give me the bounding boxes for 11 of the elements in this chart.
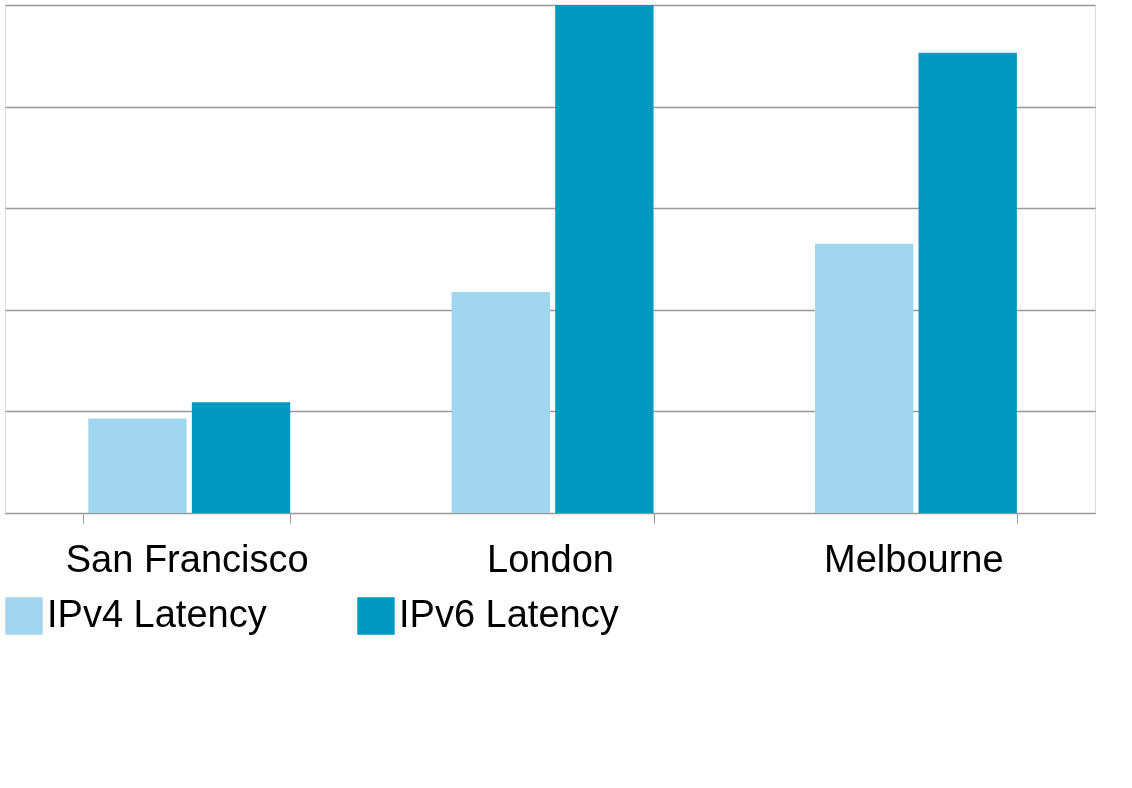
x-tick-label: London bbox=[487, 537, 614, 580]
bar bbox=[555, 5, 654, 513]
legend-label: IPv4 Latency bbox=[47, 593, 267, 635]
legend-label: IPv6 Latency bbox=[399, 593, 619, 635]
x-tick-label: Melbourne bbox=[824, 537, 1004, 580]
bar bbox=[451, 292, 550, 513]
bar bbox=[814, 243, 914, 513]
bar bbox=[918, 52, 1017, 513]
x-tick-label: San Francisco bbox=[65, 537, 309, 580]
bar bbox=[191, 402, 291, 513]
bar bbox=[88, 418, 187, 513]
